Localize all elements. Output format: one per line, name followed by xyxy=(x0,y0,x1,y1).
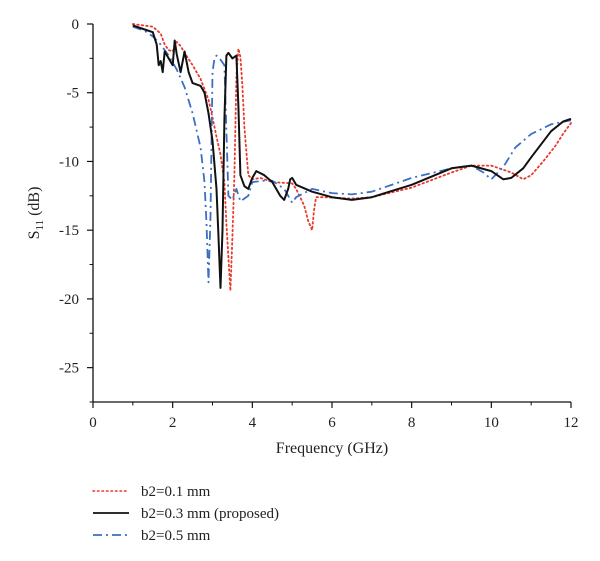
legend: b2=0.1 mm b2=0.3 mm (proposed) b2=0.5 mm xyxy=(92,484,279,544)
y-tick-label: -20 xyxy=(59,292,79,308)
y-tick-label: -25 xyxy=(59,361,79,377)
x-tick-label: 6 xyxy=(328,415,336,431)
y-tick-label: 0 xyxy=(72,17,80,33)
x-tick-label: 0 xyxy=(89,415,97,431)
legend-item-b2-0-1: b2=0.1 mm xyxy=(92,484,211,500)
legend-label-b2-0-3: b2=0.3 mm (proposed) xyxy=(141,506,279,522)
y-tick-label: -5 xyxy=(67,86,80,102)
series-layer xyxy=(131,23,572,292)
legend-item-b2-0-5: b2=0.5 mm xyxy=(93,528,211,544)
y-tick-label: -15 xyxy=(59,223,79,239)
series-line-2 xyxy=(132,25,572,284)
legend-item-b2-0-3: b2=0.3 mm (proposed) xyxy=(93,506,279,522)
series-line-0 xyxy=(131,23,572,292)
x-tick-label: 12 xyxy=(564,415,579,431)
x-tick-label: 10 xyxy=(484,415,499,431)
x-tick-label: 2 xyxy=(169,415,177,431)
x-axis-label: Frequency (GHz) xyxy=(276,440,388,457)
legend-label-b2-0-1: b2=0.1 mm xyxy=(141,484,211,500)
y-ticks: 0 -5 -10 -15 -20 -25 xyxy=(59,17,93,403)
series-line-1 xyxy=(132,24,572,289)
x-tick-label: 4 xyxy=(249,415,257,431)
y-tick-label: -10 xyxy=(59,154,79,170)
x-ticks: 0 2 4 6 8 10 12 xyxy=(89,402,579,431)
legend-label-b2-0-5: b2=0.5 mm xyxy=(141,528,211,544)
y-axis-label: S11 (dB) xyxy=(26,187,46,240)
x-tick-label: 8 xyxy=(408,415,416,431)
plot-area: 0 2 4 6 8 10 12 0 -5 -10 -15 -20 -25 xyxy=(59,17,579,431)
